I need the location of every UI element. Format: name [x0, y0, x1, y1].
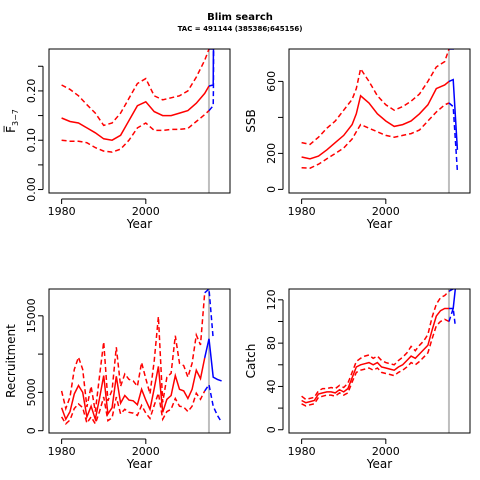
recruitment-upper-line: [60, 292, 206, 412]
recruitment-estimate-line: [60, 357, 206, 423]
recruitment-y-tick-label: 5000: [25, 378, 38, 406]
f-estimate-line: [61, 85, 210, 141]
f-upper-line: [61, 49, 210, 127]
ssb-upper-line: [301, 49, 450, 146]
catch-y-tick-label: 120: [265, 289, 278, 310]
catch-projection-upper-line: [448, 289, 456, 292]
f-projection-lower-line: [208, 49, 215, 112]
ssb-x-tick-label: 2000: [372, 205, 400, 218]
catch-y-tick-label: 0: [265, 426, 278, 433]
f-y-tick-label: 0.00: [25, 177, 38, 202]
catch-y-tick-label: 40: [265, 379, 278, 393]
ssb-plot-frame: [288, 48, 471, 194]
ssb-x-axis-label: Year: [366, 217, 392, 231]
ssb-y-axis-label: SSB: [244, 109, 258, 132]
recruitment-y-tick-label: 0: [25, 427, 38, 434]
catch-y-tick-label: 80: [265, 336, 278, 350]
f-y-axis-label-sub: 3−7: [11, 109, 20, 126]
f-y-tick-label: 0.10: [25, 128, 38, 153]
ssb-lower-line: [301, 102, 450, 169]
recruitment-x-tick-label: 2000: [132, 445, 160, 458]
f-y-axis-label: F̅3−7: [3, 109, 20, 133]
ssb-estimate-line: [301, 80, 450, 160]
recruitment-projection-line: [203, 338, 222, 382]
recruitment-projection-lower-line: [204, 382, 223, 423]
recruitment-x-axis-label: Year: [126, 457, 152, 471]
ssb-y-tick-label: 0: [265, 186, 278, 193]
catch-plot-frame: [288, 288, 471, 434]
ssb-projection-line: [448, 78, 459, 150]
recruitment-plot-frame: [48, 288, 231, 434]
catch-x-tick-label: 1980: [288, 445, 316, 458]
f-y-tick-label: 0.20: [25, 79, 38, 104]
f-x-axis-label: Year: [126, 217, 152, 231]
ssb-y-tick-label: 200: [265, 143, 278, 164]
ssb-x-tick-label: 1980: [288, 205, 316, 218]
f-x-tick-label: 2000: [132, 205, 160, 218]
catch-x-tick-label: 2000: [372, 445, 400, 458]
recruitment-y-tick-label: 15000: [25, 298, 38, 333]
catch-x-axis-label: Year: [366, 457, 392, 471]
recruitment-projection-upper-line: [204, 289, 214, 339]
catch-upper-line: [301, 290, 450, 401]
catch-lower-line: [301, 318, 450, 407]
chart-subtitle: TAC = 491144 (385386;645156): [178, 25, 303, 33]
recruitment-x-tick-label: 1980: [48, 445, 76, 458]
catch-projection-lower-line: [448, 308, 457, 326]
recruitment-lower-line: [60, 390, 206, 426]
f-lower-line: [61, 110, 210, 153]
f-y-axis-label-main: F̅: [3, 125, 18, 133]
catch-estimate-line: [301, 307, 449, 404]
ssb-projection-lower-line: [448, 102, 459, 172]
f-plot-frame: [48, 48, 231, 194]
chart-title: Blim search: [207, 12, 273, 23]
catch-projection-line: [449, 289, 457, 310]
catch-y-axis-label: Catch: [244, 344, 258, 379]
f-x-tick-label: 1980: [48, 205, 76, 218]
recruitment-y-axis-label: Recruitment: [4, 324, 18, 398]
ssb-y-tick-label: 600: [265, 71, 278, 92]
